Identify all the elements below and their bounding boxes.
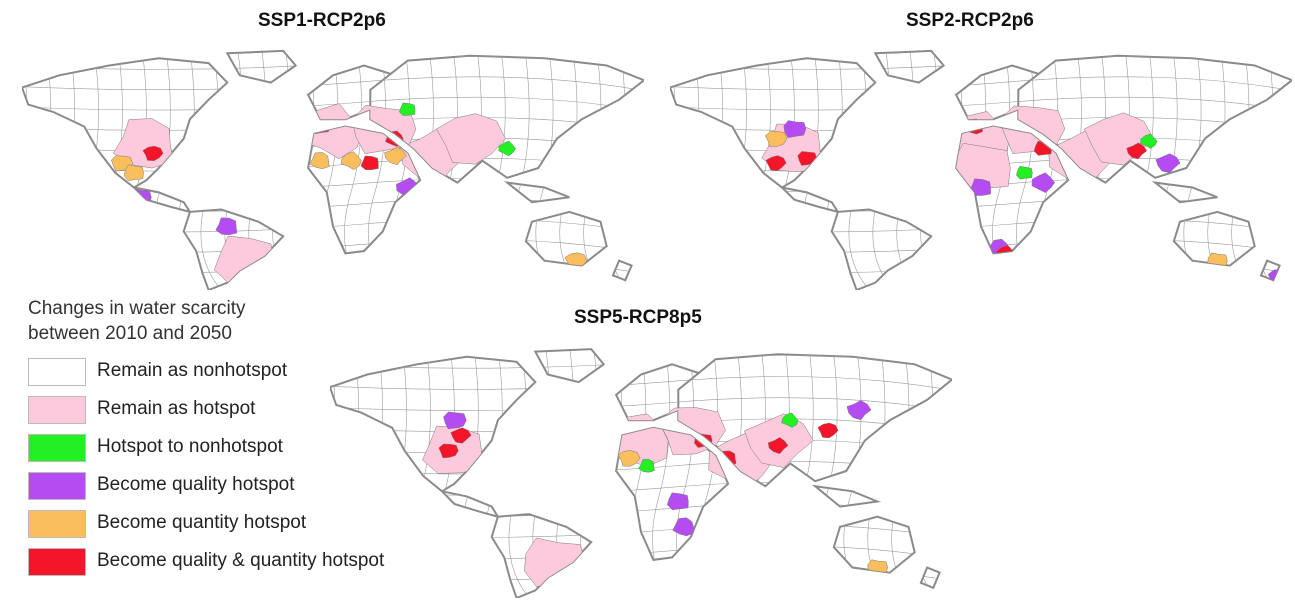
hotspot-region-qq	[765, 155, 787, 172]
hotspot-region-quality	[1267, 269, 1292, 287]
hotspot-region-qq	[1033, 140, 1052, 156]
continent-greenland	[533, 348, 606, 384]
hotspot-region-quantity	[867, 559, 888, 576]
basin-line	[330, 397, 952, 412]
basin-line	[22, 46, 644, 50]
legend-item-hotspot-to-nonhotspot: Hotspot to nonhotspot	[28, 430, 448, 468]
map-ssp5-rcp8p5	[330, 344, 952, 598]
hotspot-region-quality	[783, 120, 807, 138]
legend-swatch	[28, 548, 86, 576]
map-ssp2-rcp2p6	[670, 46, 1292, 290]
hotspot-region-quality	[1155, 153, 1181, 173]
hotspot-region-to-non	[399, 102, 416, 116]
map-title-ssp2: SSP2-RCP2p6	[906, 10, 1034, 31]
hotspot-region-quantity	[340, 151, 362, 170]
hotspot-region-to-non	[1016, 166, 1033, 180]
continent-southeast-asia	[1151, 181, 1218, 204]
hotspot-region-quality	[129, 188, 152, 207]
hotspot-region-to-non	[781, 412, 799, 428]
hotspot-region-quality	[667, 492, 689, 511]
hotspot-region-qq	[797, 151, 817, 166]
hotspot-region-to-non	[1140, 133, 1158, 149]
hotspot-region-qq	[817, 422, 839, 439]
hotspot-region-quality	[463, 219, 490, 239]
continent-new-zealand	[919, 566, 941, 590]
basin-line	[670, 46, 1292, 50]
legend-item-remain-nonhotspot: Remain as nonhotspot	[28, 354, 448, 392]
basin-line	[22, 76, 644, 91]
hotspot-region-qq	[767, 437, 789, 455]
hotspot-region-quality	[1031, 172, 1056, 193]
hotspot-region-to-non	[638, 459, 655, 473]
hotspot-region-quality	[554, 492, 580, 511]
legend-title-line-2: between 2010 and 2050	[28, 323, 232, 344]
hotspot-region-quantity	[617, 450, 641, 467]
hotspot-region-quality	[215, 217, 238, 236]
hotspot-region-quality	[576, 269, 601, 287]
hotspot-region-remain	[524, 537, 585, 587]
basin-line	[670, 50, 679, 290]
map-title-ssp5: SSP5-RCP8p5	[574, 307, 702, 328]
hotspot-region-quality	[846, 400, 872, 421]
continent-australia	[1172, 210, 1256, 267]
hotspot-region-qq	[360, 155, 379, 171]
legend-title-line-1: Changes in water scarcity	[28, 298, 246, 319]
legend-label: Remain as nonhotspot	[97, 360, 288, 381]
continent-southeast-asia	[503, 181, 570, 204]
hotspot-region-qq	[142, 145, 164, 161]
basin-line	[22, 50, 31, 290]
basin-line	[670, 76, 1292, 91]
hotspot-region-to-non	[498, 140, 516, 157]
hotspot-region-quantity	[123, 164, 144, 181]
hotspot-region-qq	[674, 559, 694, 576]
hotspot-region-quality	[443, 411, 467, 430]
legend-label: Remain as hotspot	[97, 398, 256, 419]
legend-label: Become quality hotspot	[97, 474, 295, 495]
basin-line	[330, 376, 952, 391]
legend-swatch	[28, 472, 86, 500]
map-title-ssp1: SSP1-RCP2p6	[258, 10, 386, 31]
legend-item-remain-hotspot: Remain as hotspot	[28, 392, 448, 430]
continent-new-zealand	[611, 259, 633, 282]
legend-item-become-quantity-hotspot: Become quantity hotspot	[28, 506, 448, 544]
basin-line	[920, 50, 942, 290]
continent-southeast-asia	[811, 484, 882, 508]
continent-greenland	[873, 49, 946, 84]
hotspot-region-qq	[450, 427, 472, 444]
legend-item-become-quality-quantity-hotspot: Become quality & quantity hotspot	[28, 544, 448, 582]
legend-swatch	[28, 510, 86, 538]
hotspot-region-to-non	[834, 270, 852, 285]
continent-greenland	[225, 49, 298, 84]
legend-swatch	[28, 396, 86, 424]
hotspot-region-quantity	[309, 152, 330, 170]
basin-line	[580, 349, 602, 598]
legend-label: Hotspot to nonhotspot	[97, 436, 283, 457]
hotspot-region-to-non	[174, 172, 191, 188]
hotspot-region-quantity	[1207, 252, 1228, 269]
legend-item-become-quality-hotspot: Become quality hotspot	[28, 468, 448, 506]
map-ssp1-rcp2p6	[22, 46, 644, 290]
hotspot-region-quantity	[764, 131, 788, 147]
legend-title: Changes in water scarcity between 2010 a…	[28, 296, 448, 346]
continent-south-america	[830, 208, 933, 290]
hotspot-region-quality	[672, 517, 695, 537]
basin-line	[330, 349, 339, 598]
basin-line	[22, 96, 644, 112]
legend-label: Become quality & quantity hotspot	[97, 550, 385, 571]
hotspot-region-quantity	[384, 146, 407, 166]
hotspot-region-qq	[438, 443, 459, 459]
legend-swatch	[28, 434, 86, 462]
hotspot-region-remain	[436, 113, 506, 165]
map-legend: Changes in water scarcity between 2010 a…	[28, 296, 448, 582]
hotspot-region-to-non	[483, 476, 501, 491]
basin-line	[272, 50, 294, 290]
legend-swatch	[28, 358, 86, 386]
legend-label: Become quantity hotspot	[97, 512, 307, 533]
basin-line	[670, 96, 1292, 112]
continent-australia	[524, 210, 608, 267]
hotspot-region-qq	[1126, 142, 1148, 160]
